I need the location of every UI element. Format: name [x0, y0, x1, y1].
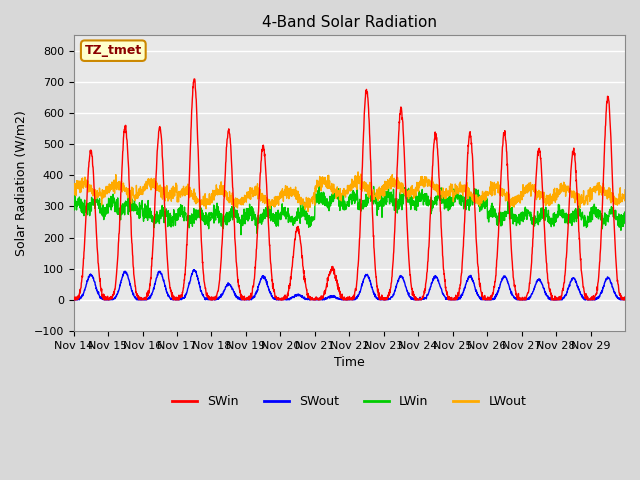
Title: 4-Band Solar Radiation: 4-Band Solar Radiation: [262, 15, 437, 30]
Text: TZ_tmet: TZ_tmet: [84, 44, 142, 57]
Y-axis label: Solar Radiation (W/m2): Solar Radiation (W/m2): [15, 110, 28, 256]
Legend: SWin, SWout, LWin, LWout: SWin, SWout, LWin, LWout: [168, 390, 531, 413]
X-axis label: Time: Time: [334, 356, 365, 369]
